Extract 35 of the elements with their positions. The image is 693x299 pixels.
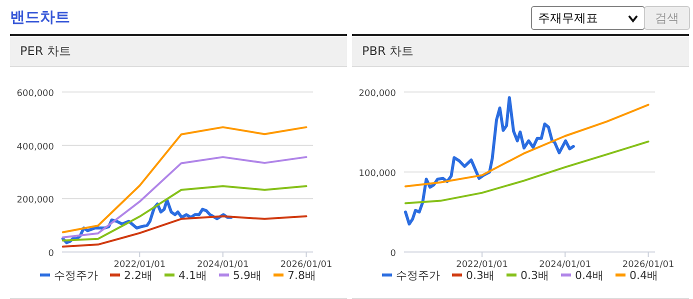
text: 주재무제표 [538,11,598,25]
legend-label: 5.9배 [233,269,262,282]
line-series [62,185,308,242]
line-series [62,156,308,238]
legend-label: 0.4배 [630,269,658,282]
x-tick-label: 2022/01/01 [456,260,508,270]
line-series [62,126,308,234]
legend-label: 2.2배 [124,269,152,282]
legend-label: 수정주가 [54,269,98,282]
text: 밴드차트 [10,8,70,27]
y-tick-label: 400,000 [16,142,54,152]
chart-title: PER 차트 [10,36,347,67]
legend-label: 0.3배 [466,269,494,282]
x-tick-label: 2024/01/01 [539,260,592,270]
line-series [404,96,575,226]
line-series [62,215,308,248]
legend-label: 0.4배 [575,269,604,282]
legend-label: 4.1배 [178,269,207,282]
x-tick-label: 2024/01/01 [196,260,249,270]
line-series [404,104,650,188]
y-tick-label: 0 [390,249,396,259]
chart-title: PBR 차트 [352,36,689,67]
y-tick-label: 600,000 [16,89,54,99]
y-tick-label: 200,000 [16,196,54,206]
x-tick-label: 2026/01/01 [280,260,332,270]
y-tick-label: 200,000 [358,89,396,99]
line-series [404,140,650,204]
x-tick-label: 2026/01/01 [622,260,674,270]
legend-label: 0.3배 [520,269,549,282]
legend-label: 수정주가 [396,269,440,282]
y-tick-label: 0 [48,249,54,259]
legend-label: 7.8배 [288,269,316,282]
x-tick-label: 2022/01/01 [114,260,166,270]
y-tick-label: 100,000 [358,169,396,179]
text: 검색 [644,6,690,30]
